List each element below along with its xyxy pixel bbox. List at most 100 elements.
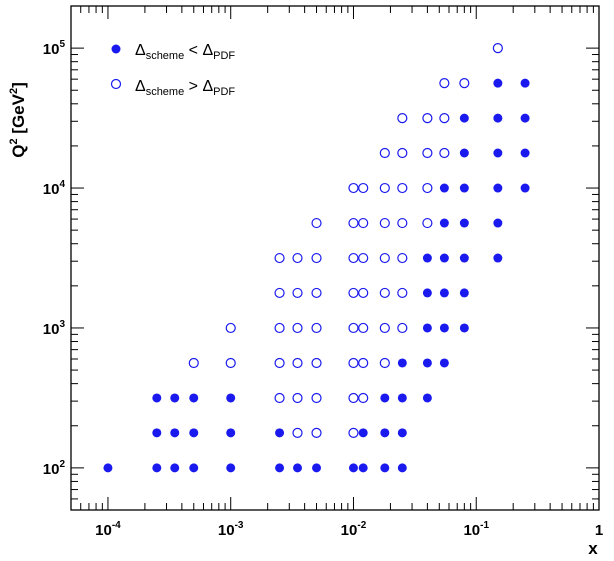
- data-point-open: [348, 322, 359, 334]
- data-point-filled: [397, 358, 407, 368]
- data-point-filled: [380, 463, 390, 473]
- data-point-open: [379, 147, 390, 159]
- data-point-filled: [459, 148, 469, 158]
- data-point-filled: [439, 253, 449, 263]
- data-point-filled: [226, 428, 236, 438]
- data-point-open: [292, 287, 303, 299]
- data-point-filled: [152, 393, 162, 403]
- data-point-filled: [348, 463, 358, 473]
- data-point-filled: [520, 148, 530, 158]
- data-point-filled: [152, 463, 162, 473]
- data-point-filled: [520, 78, 530, 88]
- data-point-open: [225, 357, 236, 369]
- legend-marker-filled: [111, 44, 121, 54]
- data-point-filled: [380, 393, 390, 403]
- data-point-filled: [170, 393, 180, 403]
- data-point-filled: [439, 183, 449, 193]
- data-point-open: [311, 357, 322, 369]
- data-point-open: [379, 252, 390, 264]
- data-point-open: [379, 287, 390, 299]
- axis-ticks: [70, 5, 600, 511]
- data-point-open: [274, 252, 285, 264]
- data-point-filled: [397, 428, 407, 438]
- data-point-filled: [397, 393, 407, 403]
- data-point-open: [311, 392, 322, 404]
- data-point-filled: [170, 428, 180, 438]
- data-point-filled: [226, 463, 236, 473]
- data-point-open: [292, 252, 303, 264]
- data-point-filled: [422, 393, 432, 403]
- data-point-filled: [439, 218, 449, 228]
- data-point-filled: [459, 183, 469, 193]
- data-point-open: [348, 182, 359, 194]
- data-point-open: [358, 287, 369, 299]
- data-point-open: [311, 287, 322, 299]
- data-point-filled: [358, 428, 368, 438]
- data-point-open: [397, 252, 408, 264]
- data-point-filled: [422, 253, 432, 263]
- data-point-filled: [152, 428, 162, 438]
- data-point-open: [311, 217, 322, 229]
- data-point-filled: [493, 183, 503, 193]
- data-point-filled: [312, 463, 322, 473]
- data-point-open: [358, 182, 369, 194]
- data-point-open: [439, 147, 450, 159]
- data-point-open: [274, 357, 285, 369]
- data-point-filled: [493, 113, 503, 123]
- data-point-open: [397, 322, 408, 334]
- legend: Δscheme < ΔPDF Δscheme > ΔPDF: [110, 42, 235, 98]
- data-point-filled: [439, 288, 449, 298]
- data-point-open: [348, 252, 359, 264]
- data-point-filled: [459, 218, 469, 228]
- x-tick-label: 10-3: [218, 520, 244, 539]
- data-point-filled: [520, 113, 530, 123]
- data-point-filled: [293, 463, 303, 473]
- data-point-open: [397, 147, 408, 159]
- data-point-open: [292, 392, 303, 404]
- data-point-filled: [422, 323, 432, 333]
- data-point-open: [348, 427, 359, 438]
- data-point-open: [422, 217, 433, 229]
- data-point-open: [311, 252, 322, 264]
- data-point-open: [397, 287, 408, 299]
- data-point-open: [274, 392, 285, 404]
- legend-entry-filled: Δscheme < ΔPDF: [135, 42, 235, 62]
- data-point-open: [379, 357, 390, 369]
- data-point-open: [358, 322, 369, 334]
- data-point-open: [348, 392, 359, 404]
- data-point-filled: [380, 428, 390, 438]
- legend-entry-open: Δscheme > ΔPDF: [135, 78, 235, 98]
- data-point-open: [292, 427, 303, 438]
- data-point-filled: [493, 78, 503, 88]
- data-point-filled: [459, 113, 469, 123]
- data-point-open: [292, 357, 303, 369]
- data-point-filled: [520, 183, 530, 193]
- y-tick-label: 104: [43, 179, 66, 198]
- data-point-filled: [493, 218, 503, 228]
- data-point-filled: [397, 463, 407, 473]
- y-tick-label: 102: [43, 459, 66, 478]
- data-point-open: [397, 217, 408, 229]
- data-point-filled: [459, 323, 469, 333]
- data-point-open: [379, 182, 390, 194]
- data-point-open: [358, 392, 369, 404]
- data-point-filled: [493, 253, 503, 263]
- data-point-filled: [103, 463, 113, 473]
- data-point-open: [311, 427, 322, 438]
- plot-frame: [70, 5, 600, 511]
- y-tick-label: 105: [43, 39, 66, 58]
- data-point-open: [358, 217, 369, 229]
- data-point-open: [348, 287, 359, 299]
- data-point-filled: [422, 288, 432, 298]
- data-point-open: [225, 322, 236, 334]
- y-tick-label: 103: [43, 319, 66, 338]
- data-point-open: [292, 322, 303, 334]
- data-point-open: [358, 252, 369, 264]
- data-point-open: [439, 78, 450, 89]
- data-point-filled: [275, 428, 285, 438]
- data-point-filled: [422, 358, 432, 368]
- x-tick-label: 1: [595, 522, 603, 539]
- x-tick-label: 10-4: [95, 520, 121, 539]
